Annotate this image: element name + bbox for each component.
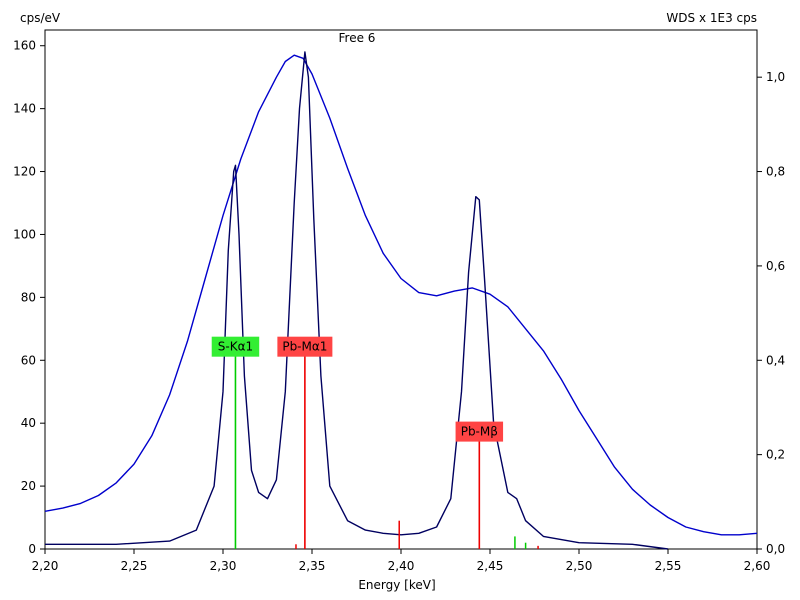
x-tick-label: 2,30 xyxy=(210,559,237,573)
series-layer xyxy=(44,51,758,550)
y-axis-label: cps/eV xyxy=(20,11,61,25)
y2-tick-label: 0,2 xyxy=(766,448,785,462)
x-tick-label: 2,45 xyxy=(477,559,504,573)
marker-layer: S-Kα1 Pb-Mα1 Pb-Mβ xyxy=(211,336,539,549)
y-tick-label: 20 xyxy=(21,479,36,493)
y-tick-label: 60 xyxy=(21,353,36,367)
x-tick-label: 2,60 xyxy=(744,559,771,573)
y2-tick-label: 0,4 xyxy=(766,353,785,367)
y-axis-ticks: 0 20 40 60 80 100 120 140 160 xyxy=(13,39,45,556)
y2-tick-label: 0,6 xyxy=(766,259,785,273)
plot-area-border xyxy=(44,29,758,550)
y2-tick-label: 0,0 xyxy=(766,542,785,556)
y-tick-label: 140 xyxy=(13,102,36,116)
chart-title: Free 6 xyxy=(339,31,376,45)
y-tick-label: 0 xyxy=(28,542,36,556)
y2-tick-label: 1,0 xyxy=(766,70,785,84)
y2-tick-label: 0,8 xyxy=(766,165,785,179)
x-tick-label: 2,20 xyxy=(32,559,59,573)
plot-frame xyxy=(44,29,758,550)
x-tick-label: 2,35 xyxy=(299,559,326,573)
x-tick-label: 2,25 xyxy=(121,559,148,573)
element-label: Pb-Mα1 xyxy=(282,340,327,354)
x-tick-label: 2,40 xyxy=(388,559,415,573)
y-tick-label: 80 xyxy=(21,290,36,304)
element-label: Pb-Mβ xyxy=(461,425,498,439)
x-axis-ticks: 2,20 2,25 2,30 2,35 2,40 2,45 2,50 2,55 2,60 xyxy=(32,549,771,573)
x-tick-label: 2,55 xyxy=(655,559,682,573)
element-label-box xyxy=(455,421,504,442)
y2-axis-label: WDS x 1E3 cps xyxy=(666,11,757,25)
element-label-box xyxy=(211,336,260,357)
y2-axis-ticks: 0,0 0,2 0,4 0,6 0,8 1,0 xyxy=(757,70,785,556)
series-line-1 xyxy=(44,54,758,536)
y-tick-label: 120 xyxy=(13,165,36,179)
y-tick-label: 100 xyxy=(13,227,36,241)
y-tick-label: 40 xyxy=(21,416,36,430)
x-axis-label: Energy [keV] xyxy=(358,578,435,592)
series-line-2 xyxy=(45,51,669,550)
x-tick-label: 2,50 xyxy=(566,559,593,573)
y-tick-label: 160 xyxy=(13,39,36,53)
element-label: S-Kα1 xyxy=(218,340,253,354)
element-label-box xyxy=(277,336,333,357)
